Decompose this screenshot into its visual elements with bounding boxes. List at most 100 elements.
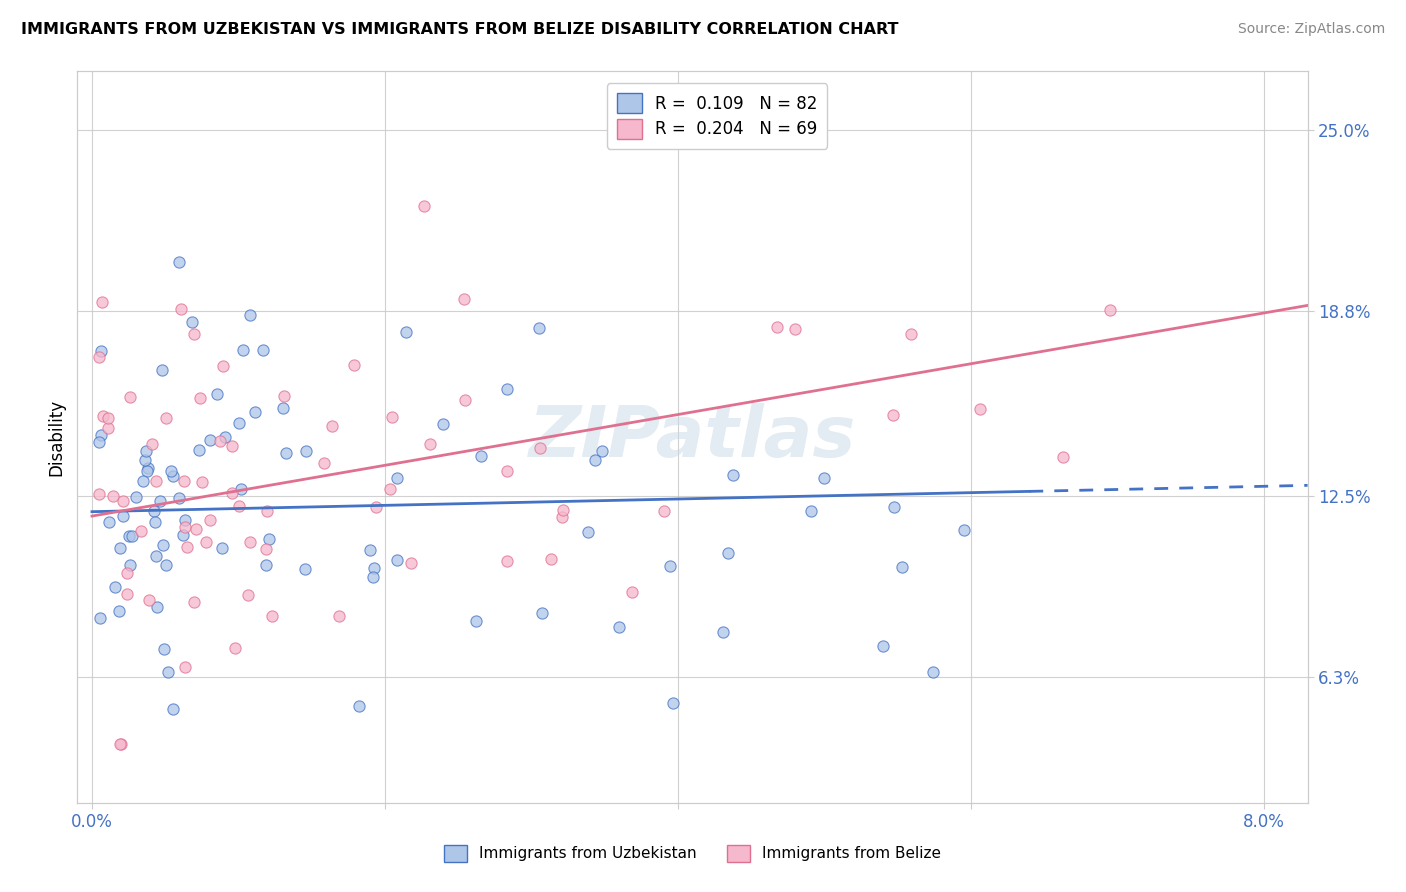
Point <box>531 606 554 620</box>
Point <box>153 642 176 657</box>
Point <box>172 528 194 542</box>
Point <box>239 309 262 323</box>
Y-axis label: Disability: Disability <box>48 399 66 475</box>
Point <box>224 640 246 655</box>
Point <box>1098 302 1121 317</box>
Point <box>412 199 434 213</box>
Point <box>104 580 127 594</box>
Point <box>173 520 195 534</box>
Point <box>108 541 131 556</box>
Point <box>312 456 335 470</box>
Point <box>662 696 685 710</box>
Point <box>872 640 894 654</box>
Point <box>900 326 922 341</box>
Point <box>294 562 316 576</box>
Point <box>496 554 519 568</box>
Point <box>176 540 198 554</box>
Point <box>328 608 350 623</box>
Point <box>591 443 613 458</box>
Point <box>969 401 991 416</box>
Point <box>271 401 294 416</box>
Point <box>273 388 295 402</box>
Point <box>243 405 266 419</box>
Point <box>208 434 231 449</box>
Point <box>125 490 148 504</box>
Point <box>783 322 806 336</box>
Point <box>221 439 243 453</box>
Point <box>183 327 205 342</box>
Point <box>813 471 835 485</box>
Point <box>184 522 207 536</box>
Point <box>91 409 114 423</box>
Point <box>578 524 600 539</box>
Text: IMMIGRANTS FROM UZBEKISTAN VS IMMIGRANTS FROM BELIZE DISABILITY CORRELATION CHAR: IMMIGRANTS FROM UZBEKISTAN VS IMMIGRANTS… <box>21 22 898 37</box>
Point <box>97 411 120 425</box>
Point <box>652 504 675 518</box>
Point <box>121 529 143 543</box>
Point <box>156 665 179 680</box>
Point <box>143 515 166 529</box>
Point <box>359 543 381 558</box>
Point <box>146 599 169 614</box>
Point <box>496 464 519 478</box>
Point <box>378 483 401 497</box>
Text: ZIPatlas: ZIPatlas <box>529 402 856 472</box>
Point <box>180 315 202 329</box>
Point <box>583 453 606 467</box>
Point <box>212 359 235 373</box>
Point <box>294 444 316 458</box>
Point <box>111 509 134 524</box>
Point <box>162 468 184 483</box>
Point <box>464 614 486 628</box>
Point <box>190 475 212 489</box>
Point <box>381 409 404 424</box>
Point <box>711 625 734 640</box>
Point <box>882 408 904 422</box>
Point <box>214 430 236 444</box>
Point <box>108 604 131 618</box>
Point <box>620 585 643 599</box>
Point <box>540 551 562 566</box>
Point <box>470 449 492 463</box>
Point <box>922 665 945 680</box>
Point <box>453 292 475 306</box>
Point <box>394 325 416 339</box>
Point <box>155 558 177 572</box>
Point <box>800 503 823 517</box>
Point <box>385 471 408 485</box>
Point <box>343 358 366 372</box>
Point <box>607 620 630 634</box>
Point <box>256 504 278 518</box>
Point <box>183 595 205 609</box>
Point <box>188 391 211 405</box>
Point <box>136 460 159 475</box>
Point <box>90 294 112 309</box>
Point <box>89 487 111 501</box>
Point <box>160 464 183 478</box>
Point <box>1052 450 1074 464</box>
Point <box>89 611 111 625</box>
Point <box>364 500 387 514</box>
Point <box>454 393 477 408</box>
Point <box>361 570 384 584</box>
Point <box>103 489 125 503</box>
Point <box>148 494 170 508</box>
Point <box>198 433 221 447</box>
Point <box>883 500 905 515</box>
Point <box>110 737 132 751</box>
Point <box>432 417 454 431</box>
Point <box>658 559 681 574</box>
Legend: Immigrants from Uzbekistan, Immigrants from Belize: Immigrants from Uzbekistan, Immigrants f… <box>437 838 948 868</box>
Point <box>953 523 976 537</box>
Point <box>766 320 789 334</box>
Point <box>97 421 120 435</box>
Point <box>145 474 167 488</box>
Point <box>891 559 914 574</box>
Point <box>363 560 385 574</box>
Point <box>89 435 111 450</box>
Point <box>254 558 277 573</box>
Point <box>553 502 575 516</box>
Point <box>111 493 134 508</box>
Point <box>259 532 281 546</box>
Point <box>138 592 160 607</box>
